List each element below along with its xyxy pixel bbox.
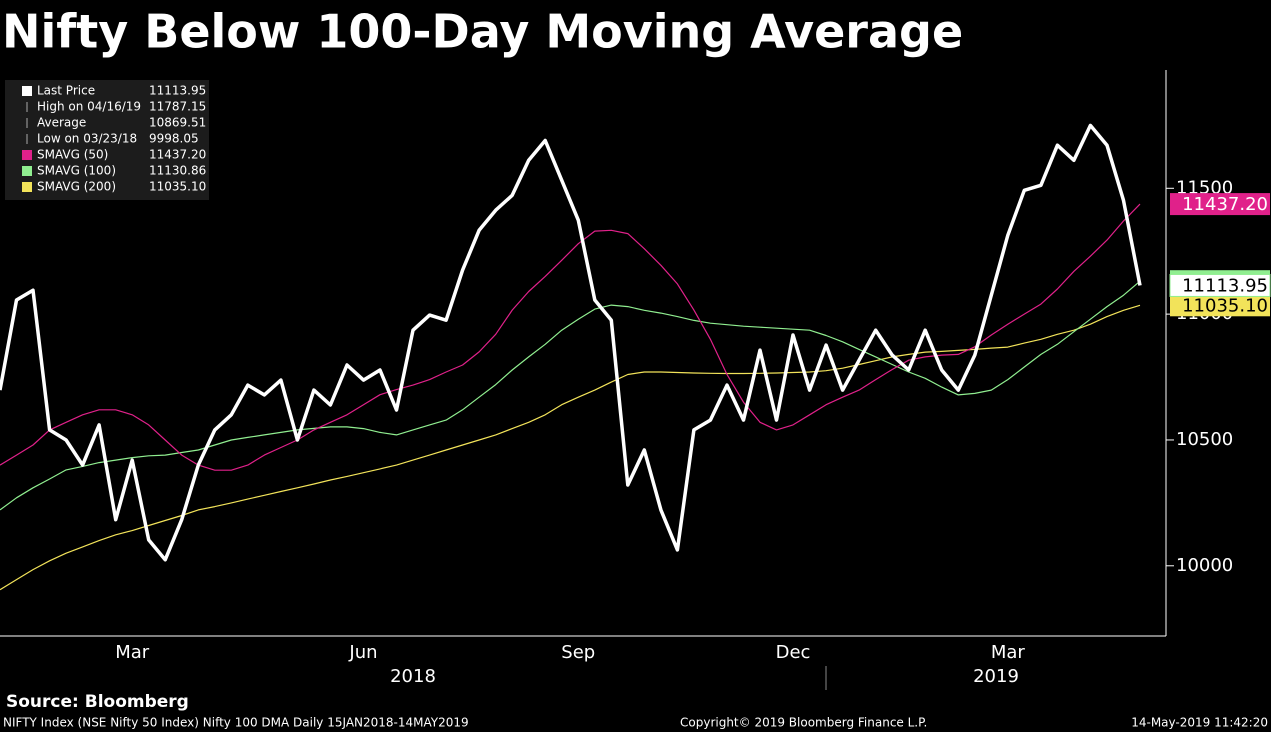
- value-tag-label: 11035.10: [1182, 295, 1268, 316]
- legend-label: Last Price: [37, 84, 95, 98]
- y-tick-label: 11500: [1176, 177, 1233, 198]
- footer-center: Copyright© 2019 Bloomberg Finance L.P.: [680, 716, 927, 730]
- legend-value: 11035.10: [149, 180, 206, 194]
- legend-label: SMAVG (50): [37, 148, 108, 162]
- legend-label: Low on 03/23/18: [37, 132, 137, 146]
- value-tag: [1170, 294, 1270, 317]
- legend-value: 11130.86: [149, 164, 206, 178]
- legend-value: 10869.51: [149, 116, 206, 130]
- x-tick-label: Mar: [991, 642, 1026, 663]
- series-line: [0, 203, 1141, 471]
- footer-left: NIFTY Index (NSE Nifty 50 Index) Nifty 1…: [3, 716, 469, 730]
- legend-box: [5, 80, 209, 200]
- x-tick-label: Dec: [776, 642, 811, 663]
- legend-swatch: [22, 150, 32, 160]
- chart-title: Nifty Below 100-Day Moving Average: [2, 5, 963, 59]
- series-line: [0, 280, 1141, 511]
- legend-label: Average: [37, 116, 86, 130]
- y-tick-label: 10000: [1176, 555, 1233, 576]
- value-tag: [1169, 273, 1271, 297]
- x-tick-label: Jun: [348, 642, 377, 663]
- source: Source: Bloomberg: [6, 692, 189, 712]
- value-tag: [1170, 193, 1270, 216]
- legend-label: High on 04/16/19: [37, 100, 141, 114]
- legend-label: SMAVG (200): [37, 180, 116, 194]
- legend-value: 11787.15: [149, 100, 206, 114]
- legend-value: 9998.05: [149, 132, 199, 146]
- x-group-label: 2018: [390, 666, 436, 687]
- legend-label: SMAVG (100): [37, 164, 116, 178]
- y-tick-label: 10500: [1176, 429, 1233, 450]
- legend-value: 11437.20: [149, 148, 206, 162]
- legend-swatch: [22, 86, 32, 96]
- legend-swatch: [22, 166, 32, 176]
- value-tag-label: 11113.95: [1182, 275, 1268, 296]
- legend-swatch: [22, 182, 32, 192]
- footer-right: 14-May-2019 11:42:20: [1131, 716, 1268, 730]
- x-tick-label: Mar: [115, 642, 150, 663]
- value-tag-label: 11437.20: [1182, 194, 1268, 215]
- legend-value: 11113.95: [149, 84, 206, 98]
- series-line: [0, 304, 1141, 591]
- series-line: [0, 123, 1142, 562]
- x-group-label: 2019: [973, 666, 1019, 687]
- x-tick-label: Sep: [561, 642, 595, 663]
